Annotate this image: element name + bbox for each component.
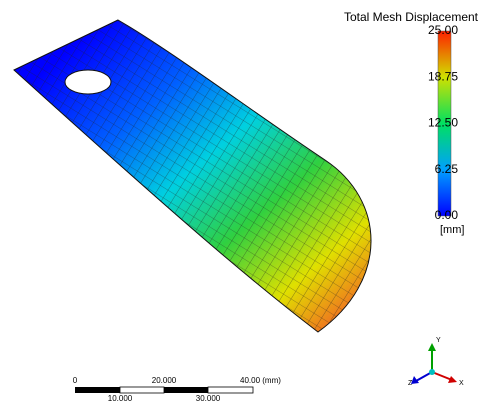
legend: Total Mesh Displacement 25.00 18.75 12.50 6… bbox=[344, 10, 479, 236]
triad: Y Z X bbox=[408, 337, 464, 387]
scale-label: 40.00 (mm) bbox=[240, 376, 281, 385]
legend-label: 6.25 bbox=[435, 162, 459, 176]
legend-label: 0.00 bbox=[435, 208, 459, 222]
legend-title: Total Mesh Displacement bbox=[344, 10, 479, 24]
scale-label: 20.000 bbox=[152, 376, 177, 385]
scale-label: 0 bbox=[73, 376, 78, 385]
axis-label: X bbox=[459, 380, 464, 387]
axis-label: Y bbox=[436, 337, 441, 344]
legend-unit: [mm] bbox=[440, 224, 464, 236]
legend-label: 12.50 bbox=[428, 116, 458, 130]
scale-label: 10.000 bbox=[108, 394, 133, 403]
legend-label: 25.00 bbox=[428, 23, 458, 37]
legend-label: 18.75 bbox=[428, 69, 458, 83]
scale-label: 30.000 bbox=[196, 394, 221, 403]
scale-bar: 0 20.000 40.00 (mm) 10.000 30.000 bbox=[73, 376, 281, 403]
color-bar bbox=[437, 30, 452, 217]
axis-label: Z bbox=[408, 380, 413, 387]
part bbox=[13, 19, 372, 333]
